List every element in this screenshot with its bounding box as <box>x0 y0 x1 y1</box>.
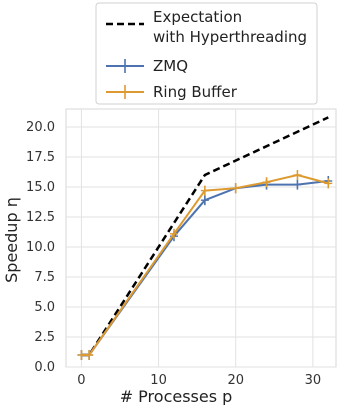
y-axis-label: Speedup η <box>2 197 21 283</box>
y-tick-label: 2.5 <box>34 330 55 345</box>
legend-label-2: Ring Buffer <box>153 83 238 101</box>
y-tick-label: 20.0 <box>26 120 55 135</box>
legend-label-0: Expectation with Hyperthreading <box>153 8 307 46</box>
y-tick-label: 7.5 <box>34 270 55 285</box>
y-tick-label: 0.0 <box>34 360 55 375</box>
legend-label-1: ZMQ <box>153 57 188 75</box>
legend: Expectation with Hyperthreading ZMQ Ring Bu… <box>95 2 318 105</box>
y-tick-label: 10.0 <box>26 240 55 255</box>
legend-label-line-0-0: Expectation <box>153 8 242 26</box>
series-line-2 <box>81 174 329 356</box>
x-tick-label: 10 <box>150 373 167 388</box>
legend-label-line-2-0: Ring Buffer <box>153 83 238 101</box>
x-tick-label: 0 <box>77 373 85 388</box>
y-tick-label: 12.5 <box>26 210 55 225</box>
y-tick-label: 5.0 <box>34 300 55 315</box>
tick-layer: 0 10 20 30 0.0 2.5 5.0 7.5 10.0 12.5 15.0 17.5 20.0 <box>26 120 321 388</box>
series-layer <box>77 116 333 360</box>
legend-label-line-1-0: ZMQ <box>153 57 188 75</box>
y-tick-label: 15.0 <box>26 180 55 195</box>
x-tick-label: 20 <box>227 373 244 388</box>
legend-box <box>95 2 318 105</box>
legend-label-line-0-1: with Hyperthreading <box>153 28 307 46</box>
x-tick-label: 30 <box>305 373 322 388</box>
x-axis-label: # Processes p <box>120 387 233 405</box>
y-tick-label: 17.5 <box>26 150 55 165</box>
